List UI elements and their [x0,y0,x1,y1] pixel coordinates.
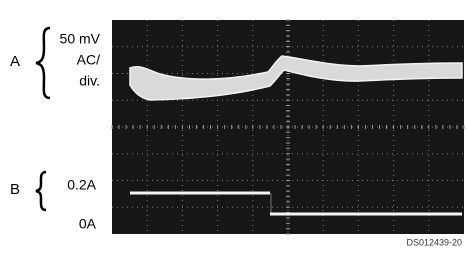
channel-a-label: A [10,53,20,70]
channel-b-label: B [10,181,20,198]
channel-b-high-level: 0.2A [67,177,96,193]
brace-b [36,172,46,210]
figure-id: DS012439-20 [406,237,462,247]
brace-a [36,28,50,98]
channel-a-scale: 50 mV [60,31,101,47]
channel-a-coupling: AC/ [77,52,100,68]
channel-b-low-level: 0A [79,216,97,232]
scope-figure: A 50 mV AC/ div. B 0.2A 0A DS012439-20 [0,0,467,254]
channel-a-div: div. [79,73,100,89]
